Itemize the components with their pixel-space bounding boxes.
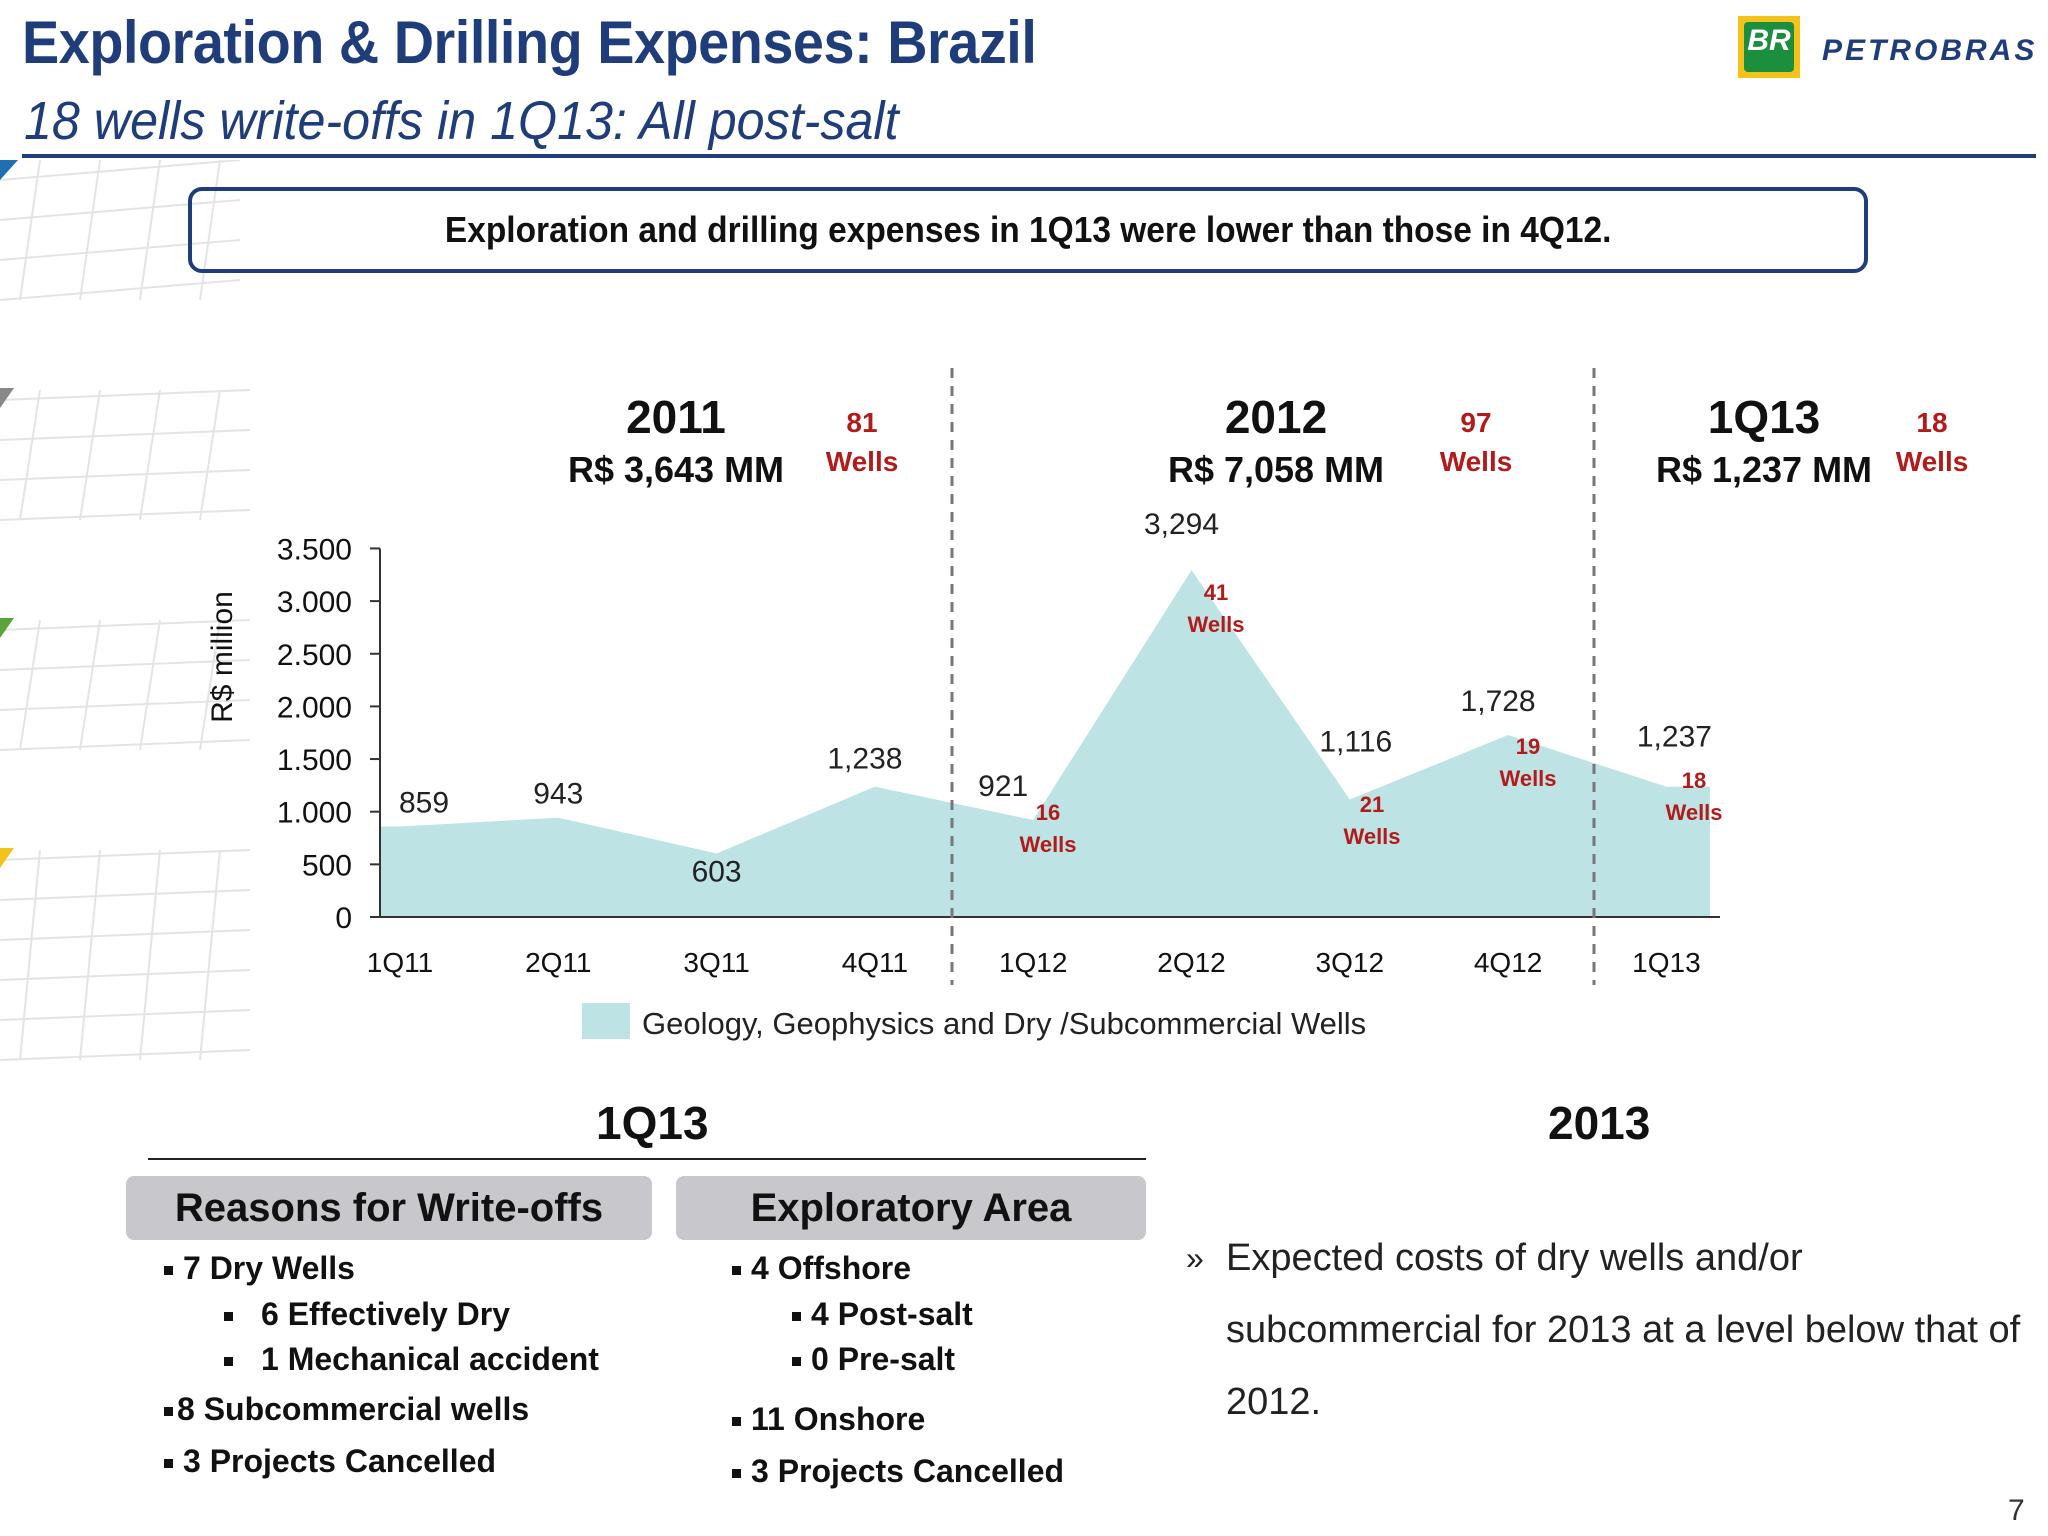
x-tick-label: 4Q12 — [1474, 947, 1543, 978]
exploratory-area-header-label: Exploratory Area — [750, 1185, 1072, 1230]
legend-swatch — [582, 1003, 630, 1039]
wells-count: 16 — [1036, 800, 1060, 825]
period-wells-count: 97 — [1460, 407, 1491, 438]
wells-label: Wells — [1019, 832, 1076, 857]
wells-label: Wells — [1187, 612, 1244, 637]
page-subtitle: 18 wells write-offs in 1Q13: All post-sa… — [24, 91, 899, 151]
list-item-label: 7 Dry Wells — [183, 1250, 355, 1286]
y-tick-label: 3.000 — [277, 586, 352, 619]
list-item: 3 Projects Cancelled — [164, 1443, 496, 1480]
data-label: 921 — [978, 770, 1028, 803]
list-item-label: 4 Post-salt — [811, 1296, 973, 1332]
period-total: R$ 7,058 MM — [1168, 449, 1384, 490]
wells-count: 41 — [1204, 580, 1228, 605]
data-label: 1,116 — [1319, 725, 1392, 758]
list-item-label: 0 Pre-salt — [811, 1341, 956, 1377]
list-item-label: 1 Mechanical accident — [261, 1341, 599, 1377]
wells-label: Wells — [1665, 800, 1722, 825]
x-tick-label: 2Q12 — [1157, 947, 1226, 978]
list-item: 1 Mechanical accident — [224, 1341, 599, 1378]
x-tick-label: 1Q12 — [999, 947, 1068, 978]
y-tick-label: 1.000 — [277, 797, 352, 830]
period-wells-count: 81 — [846, 407, 877, 438]
page-title: Exploration & Drilling Expenses: Brazil — [22, 9, 1037, 76]
period-wells-label: Wells — [1896, 446, 1969, 477]
x-tick-label: 4Q11 — [842, 947, 908, 978]
expenses-area-chart: 0 500 1.000 1.500 2.000 2.500 3.000 3.500 R$ mil… — [206, 368, 1969, 1041]
petrobras-logo: BR PETROBRAS — [1738, 16, 2038, 80]
list-item: 0 Pre-salt — [792, 1341, 955, 1378]
x-tick-label: 1Q11 — [367, 947, 433, 978]
list-item: 11 Onshore — [732, 1401, 925, 1438]
yellow-accent-marker — [0, 848, 14, 868]
header-rule — [22, 154, 2036, 158]
list-item: 7 Dry Wells — [164, 1250, 355, 1287]
green-accent-marker — [0, 618, 14, 638]
x-tick-label: 3Q11 — [683, 947, 749, 978]
data-label: 1,237 — [1637, 721, 1712, 754]
blue-accent-marker — [0, 160, 18, 180]
br-logo-mark: BR — [1738, 16, 1800, 78]
outlook-note: » Expected costs of dry wells and/or sub… — [1186, 1222, 2036, 1438]
y-axis-label: R$ million — [206, 591, 239, 723]
x-tick-label: 1Q13 — [1632, 947, 1701, 978]
period-year: 2012 — [1225, 391, 1327, 443]
data-label: 859 — [399, 787, 449, 820]
x-tick-label: 3Q12 — [1316, 947, 1385, 978]
grey-accent-marker — [0, 388, 14, 408]
reasons-header-label: Reasons for Write-offs — [174, 1185, 604, 1230]
list-item: 4 Offshore — [732, 1250, 911, 1287]
period-wells-count: 18 — [1916, 407, 1947, 438]
list-item: 6 Effectively Dry — [224, 1296, 510, 1333]
callout-text: Exploration and drilling expenses in 1Q1… — [444, 209, 1612, 250]
summary-callout: Exploration and drilling expenses in 1Q1… — [188, 187, 1868, 273]
wells-label: Wells — [1499, 766, 1556, 791]
x-tick-label: 2Q11 — [525, 947, 591, 978]
data-label: 3,294 — [1144, 508, 1219, 541]
y-tick-label: 0 — [335, 902, 352, 935]
list-item-label: 11 Onshore — [751, 1401, 926, 1437]
period-year: 1Q13 — [1708, 391, 1821, 443]
wells-label: Wells — [1343, 824, 1400, 849]
wells-count: 18 — [1682, 768, 1706, 793]
list-item-label: 3 Projects Cancelled — [183, 1443, 497, 1479]
wells-count: 21 — [1360, 792, 1384, 817]
period-year: 2011 — [626, 391, 726, 443]
y-tick-label: 3.500 — [277, 533, 352, 566]
br-logo-text: BR — [1747, 24, 1791, 57]
y-tick-label: 2.000 — [277, 691, 352, 724]
petrobras-wordmark: PETROBRAS — [1822, 34, 2038, 67]
area-series — [380, 570, 1710, 917]
y-tick-label: 2.500 — [277, 639, 352, 672]
list-item-label: 3 Projects Cancelled — [751, 1453, 1065, 1489]
data-label: 943 — [533, 778, 583, 811]
section-title-2013: 2013 — [1548, 1097, 1651, 1149]
reasons-header: Reasons for Write-offs — [126, 1176, 652, 1240]
wells-count: 19 — [1516, 734, 1540, 759]
section-rule — [148, 1158, 1146, 1160]
list-item: 3 Projects Cancelled — [732, 1453, 1064, 1490]
data-label: 1,238 — [827, 743, 902, 776]
note-marker: » — [1186, 1240, 1204, 1276]
data-label: 603 — [692, 856, 742, 889]
exploratory-area-header: Exploratory Area — [676, 1176, 1146, 1240]
period-wells-label: Wells — [826, 446, 899, 477]
section-title-1q13: 1Q13 — [596, 1097, 709, 1149]
note-text: Expected costs of dry wells and/or subco… — [1226, 1237, 2021, 1423]
y-tick-label: 1.500 — [277, 744, 352, 777]
list-item: 4 Post-salt — [792, 1296, 973, 1333]
page-number: 7 — [2008, 1494, 2025, 1527]
data-label: 1,728 — [1461, 685, 1536, 718]
decorative-grid — [0, 160, 251, 1061]
list-item-label: 4 Offshore — [751, 1250, 912, 1286]
period-total: R$ 1,237 MM — [1656, 449, 1872, 490]
period-total: R$ 3,643 MM — [568, 449, 784, 490]
list-item: 8 Subcommercial wells — [164, 1391, 529, 1428]
legend-label: Geology, Geophysics and Dry /Subcommerci… — [642, 1006, 1366, 1041]
list-item-label: 8 Subcommercial wells — [177, 1391, 530, 1427]
period-wells-label: Wells — [1440, 446, 1513, 477]
y-tick-label: 500 — [302, 849, 352, 882]
list-item-label: 6 Effectively Dry — [261, 1296, 511, 1332]
